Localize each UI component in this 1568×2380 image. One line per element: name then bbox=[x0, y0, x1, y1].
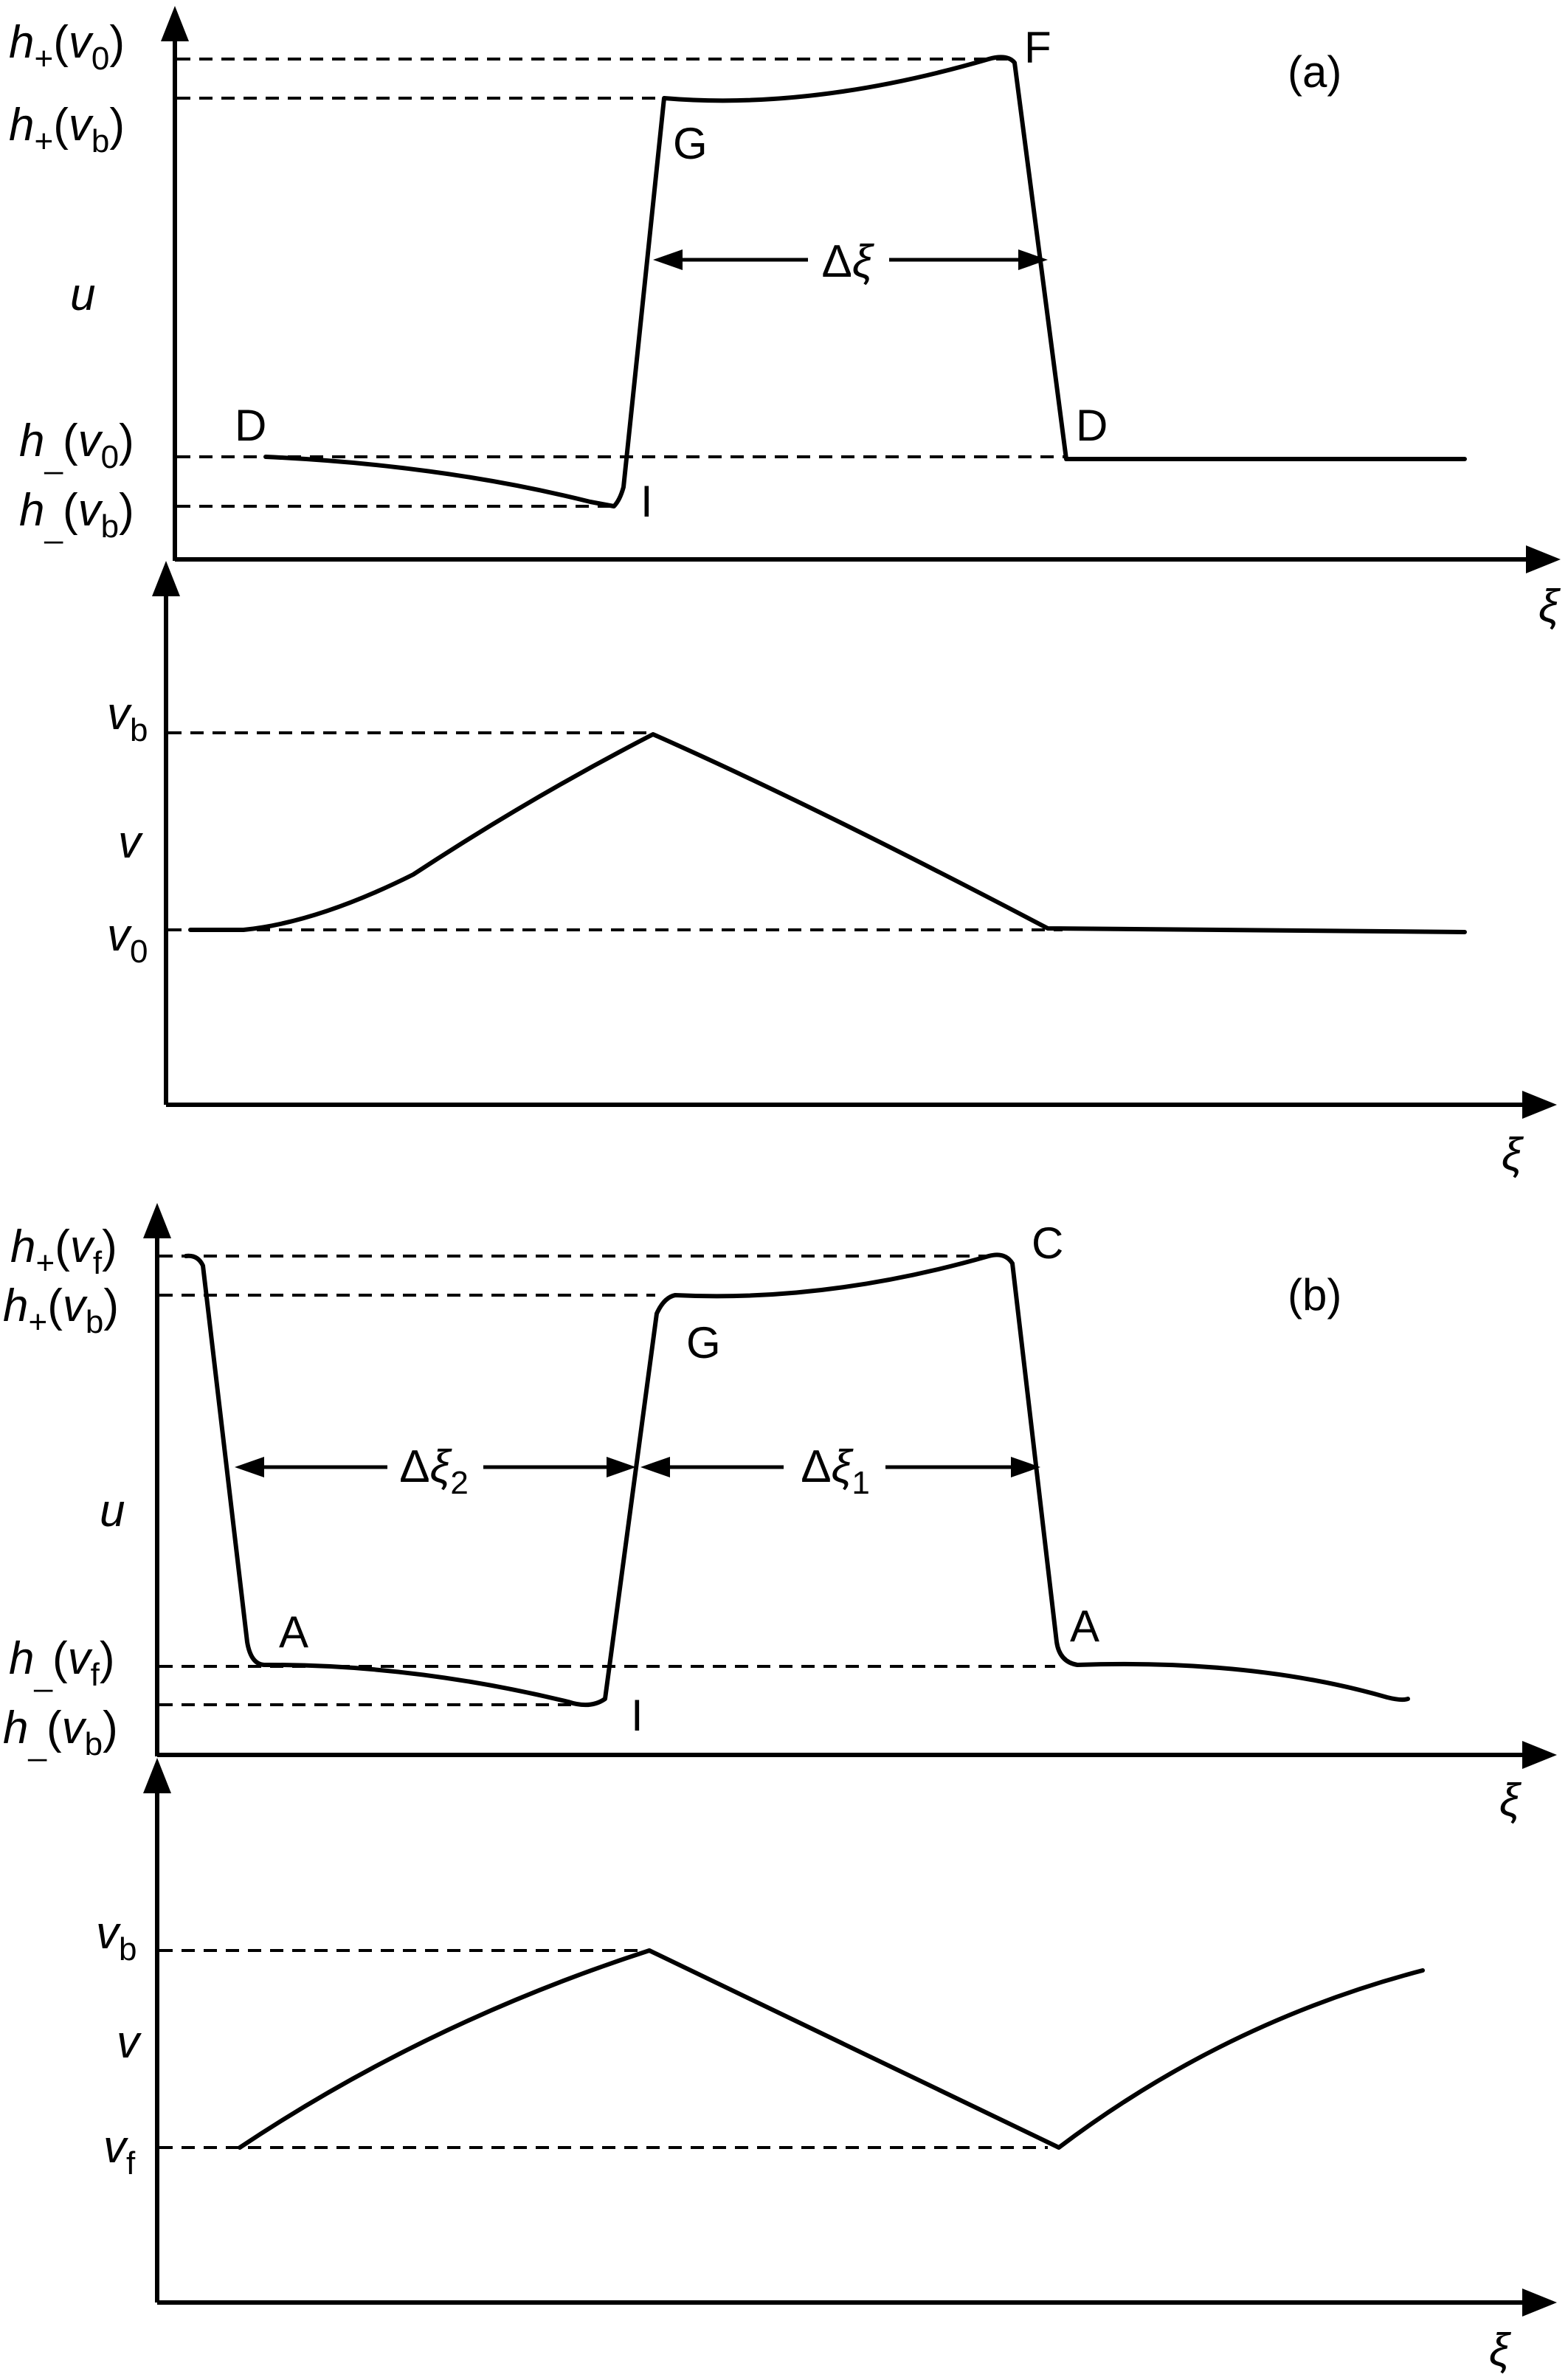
a-gap-arrowhead-right bbox=[1018, 249, 1048, 270]
a-point-label-F: F bbox=[1024, 23, 1051, 72]
a-tick-vb: vb bbox=[107, 689, 148, 748]
b-tick-hminus-vf: h_(vf) bbox=[9, 1633, 115, 1693]
a-gap-label: Δξ bbox=[821, 236, 874, 287]
b-gap1-arrowhead-left bbox=[640, 1457, 670, 1477]
panel-b: Δξ2 Δξ1 C G A A I (b) h+(vf) h+(vb) u h_… bbox=[3, 1203, 1557, 2376]
a-point-label-D-right: D bbox=[1076, 401, 1108, 450]
b-u-curve bbox=[184, 1252, 1410, 1708]
a-lower-x-axis-label: ξ bbox=[1502, 1129, 1524, 1180]
b-gap2-arrowhead-right bbox=[607, 1457, 636, 1477]
a-panel-tag: (a) bbox=[1288, 47, 1341, 97]
b-upper-y-arrowhead bbox=[143, 1203, 171, 1238]
a-point-label-G: G bbox=[673, 119, 708, 168]
b-tick-hplus-vb: h+(vb) bbox=[3, 1280, 119, 1340]
a-tick-hminus-vb: h_(vb) bbox=[19, 485, 134, 545]
b-point-label-C: C bbox=[1032, 1218, 1063, 1268]
b-tick-hminus-vb: h_(vb) bbox=[3, 1703, 118, 1762]
b-lower-y-axis-label: v bbox=[117, 2017, 142, 2068]
b-tick-hplus-vf: h+(vf) bbox=[10, 1221, 117, 1281]
a-tick-hminus-v0: h_(v0) bbox=[19, 415, 134, 475]
a-upper-x-axis-label: ξ bbox=[1538, 581, 1561, 632]
b-v-curve bbox=[238, 1948, 1425, 2150]
b-gap1-label: Δξ1 bbox=[801, 1441, 870, 1501]
b-gap2-arrowhead-left bbox=[235, 1457, 264, 1477]
a-gap-arrowhead-left bbox=[653, 249, 683, 270]
a-point-label-D-left: D bbox=[235, 401, 266, 450]
b-gap2-label: Δξ2 bbox=[399, 1441, 469, 1501]
b-upper-x-axis-label: ξ bbox=[1499, 1775, 1522, 1826]
b-lower-x-arrowhead bbox=[1522, 2288, 1557, 2317]
b-panel-tag: (b) bbox=[1288, 1270, 1341, 1320]
b-lower-y-arrowhead bbox=[143, 1758, 171, 1793]
b-point-label-A-left: A bbox=[279, 1607, 308, 1657]
a-upper-y-arrowhead bbox=[161, 6, 189, 41]
a-u-curve bbox=[263, 55, 1467, 508]
a-tick-v0: v0 bbox=[107, 910, 148, 970]
a-lower-y-axis-label: v bbox=[118, 817, 143, 868]
a-point-label-I: I bbox=[640, 477, 653, 526]
b-point-label-G: G bbox=[686, 1318, 721, 1367]
b-tick-vb: vb bbox=[96, 1908, 137, 1967]
b-point-label-A-right: A bbox=[1070, 1601, 1099, 1651]
b-upper-x-arrowhead bbox=[1522, 1741, 1557, 1769]
b-upper-y-axis-label: u bbox=[100, 1486, 125, 1536]
a-lower-y-arrowhead bbox=[152, 561, 180, 596]
panel-a: Δξ F G D D I (a) h+(v0) h+(vb) u h_(v0) … bbox=[9, 6, 1561, 1180]
a-lower-x-arrowhead bbox=[1522, 1091, 1557, 1119]
a-tick-hplus-v0: h+(v0) bbox=[9, 17, 125, 77]
b-point-label-I: I bbox=[631, 1691, 643, 1740]
a-tick-hplus-vb: h+(vb) bbox=[9, 100, 125, 159]
b-tick-vf: vf bbox=[103, 2122, 136, 2181]
a-upper-y-axis-label: u bbox=[70, 269, 95, 320]
b-lower-x-axis-label: ξ bbox=[1489, 2325, 1512, 2376]
a-v-curve bbox=[188, 732, 1467, 934]
a-upper-x-arrowhead bbox=[1526, 545, 1561, 573]
b-gap1-arrowhead-right bbox=[1011, 1457, 1040, 1477]
